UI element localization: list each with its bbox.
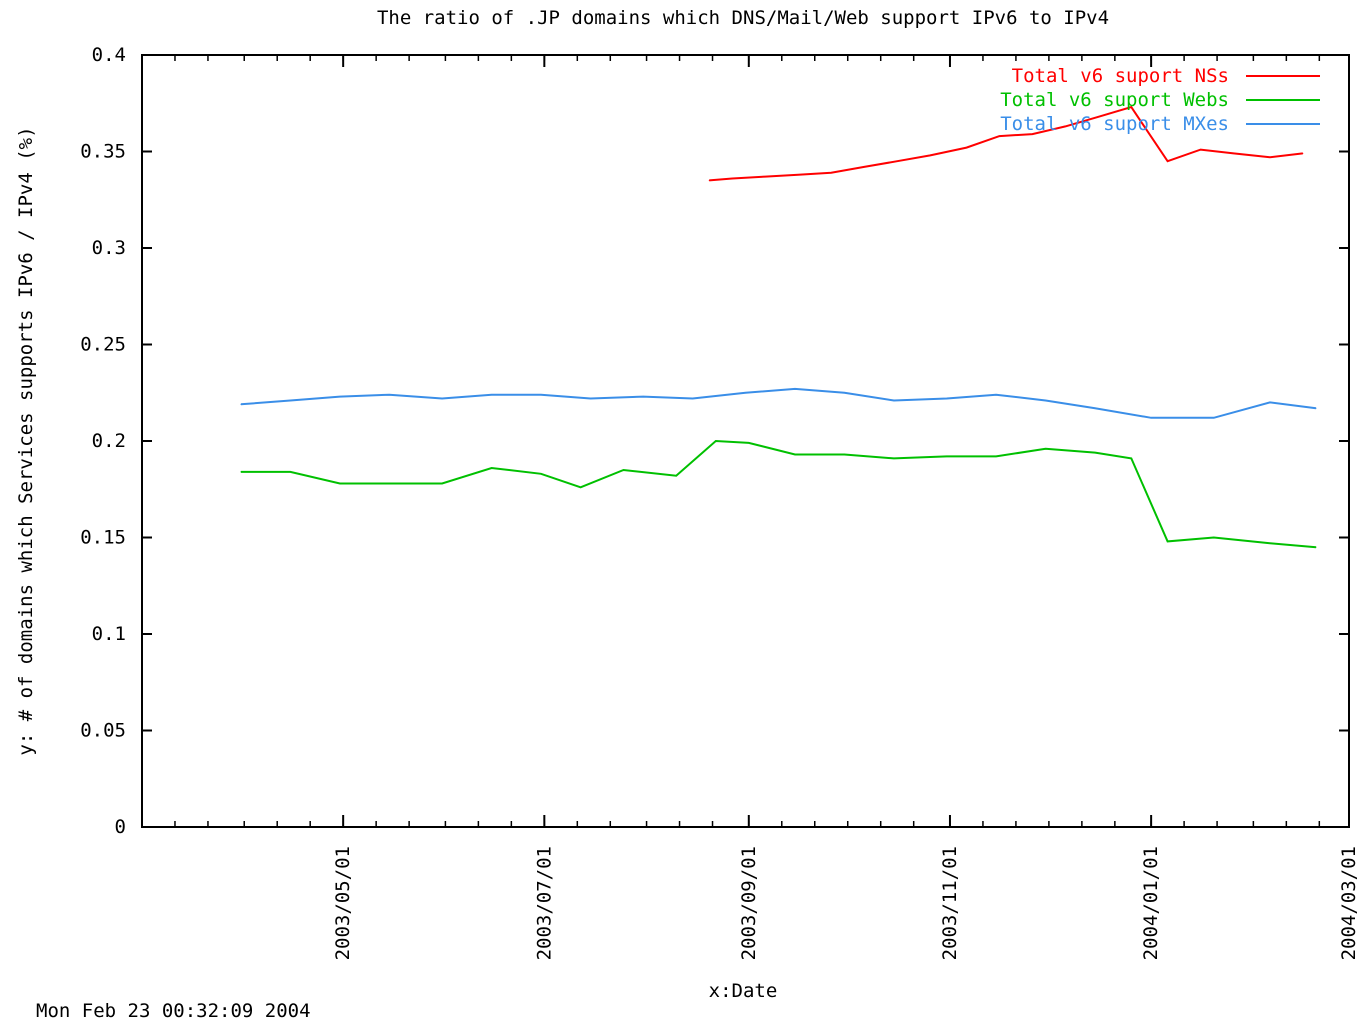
data-point [289, 471, 291, 473]
data-point [339, 482, 341, 484]
data-point [794, 388, 796, 390]
data-point [1094, 407, 1096, 409]
data-point [1269, 156, 1271, 158]
data-point [965, 147, 967, 149]
x-tick-label: 2003/05/01 [332, 846, 354, 960]
data-point [708, 179, 710, 181]
data-point [764, 176, 766, 178]
x-tick-label: 2003/09/01 [738, 846, 760, 960]
data-point [491, 394, 493, 396]
data-point [794, 454, 796, 456]
x-axis: 2003/05/01 2003/07/01 2003/09/01 2003/11/01… [174, 55, 1357, 960]
data-point [797, 174, 799, 176]
data-point [1130, 457, 1132, 459]
y-tick-label: 0 [115, 816, 126, 838]
data-point [1031, 133, 1033, 135]
y-tick-label: 0.15 [80, 527, 126, 549]
data-point [1097, 116, 1099, 118]
data-point [745, 392, 746, 394]
data-point [1213, 537, 1215, 538]
legend-label: Total v6 suport NSs [1012, 65, 1229, 87]
data-point [893, 457, 895, 459]
timestamp: Mon Feb 23 00:32:09 2004 [36, 1000, 311, 1022]
data-point [1315, 546, 1317, 548]
series-layer [240, 105, 1317, 549]
data-point [995, 394, 997, 396]
data-point [1315, 407, 1317, 409]
data-point [1130, 106, 1132, 108]
data-point [1150, 417, 1152, 419]
data-point [580, 486, 582, 488]
data-point [1167, 540, 1169, 542]
legend-label: Total v6 suport Webs [1000, 89, 1229, 111]
y-tick-label: 0.35 [80, 141, 126, 163]
data-point [692, 398, 694, 400]
data-point [1233, 152, 1235, 154]
data-point [731, 178, 733, 180]
data-point [998, 135, 1000, 137]
x-tick-label: 2004/01/01 [1140, 846, 1162, 960]
x-axis-label: x:Date [709, 980, 778, 1002]
y-tick-label: 0.05 [80, 720, 126, 742]
data-point [675, 475, 677, 477]
data-point [1045, 399, 1047, 401]
data-point [441, 398, 443, 400]
data-point [1269, 542, 1271, 544]
data-point [843, 454, 845, 456]
data-point [1094, 452, 1096, 454]
data-point [240, 471, 242, 473]
data-point [388, 482, 390, 484]
x-tick-label: 2004/03/01 [1338, 846, 1357, 960]
data-point [1064, 125, 1066, 127]
y-tick-label: 0.1 [92, 623, 126, 645]
data-point [946, 455, 948, 457]
y-tick-label: 0.2 [92, 430, 126, 452]
data-point [843, 392, 845, 394]
data-point [863, 166, 865, 168]
data-point [830, 172, 832, 174]
data-point [893, 399, 895, 401]
data-point [642, 396, 644, 398]
y-axis-label: y: # of domains which Services supports … [15, 126, 37, 755]
data-point [441, 482, 443, 484]
data-point [289, 399, 291, 401]
data-point [1302, 152, 1304, 154]
data-point [388, 394, 390, 396]
data-point [540, 473, 542, 475]
series-line-2 [240, 387, 1317, 419]
data-point [240, 403, 242, 405]
data-point [946, 398, 948, 400]
data-point [1200, 149, 1202, 151]
data-point [590, 398, 592, 400]
data-point [995, 455, 997, 457]
data-point [1167, 160, 1169, 162]
y-tick-label: 0.4 [92, 44, 126, 66]
x-tick-label: 2003/07/01 [533, 846, 555, 960]
data-point [540, 394, 542, 396]
data-point [491, 467, 493, 469]
data-point [1269, 401, 1271, 403]
plot-frame [141, 54, 1350, 828]
data-point [929, 154, 931, 156]
x-tick-label: 2003/11/01 [939, 846, 961, 960]
data-point [1045, 448, 1047, 450]
data-point [1213, 417, 1215, 419]
data-point [748, 442, 750, 444]
chart-title: The ratio of .JP domains which DNS/Mail/… [377, 7, 1109, 29]
y-axis: 0 0.05 0.1 0.15 0.2 0.25 0.3 0.35 0.4 [80, 44, 1349, 838]
data-point [339, 396, 341, 398]
data-point [896, 160, 898, 162]
data-point [622, 469, 624, 471]
y-tick-label: 0.25 [80, 334, 126, 356]
data-point [715, 440, 717, 442]
legend-label: Total v6 suport MXes [1000, 113, 1229, 135]
y-tick-label: 0.3 [92, 237, 126, 259]
series-line-1 [240, 439, 1317, 549]
